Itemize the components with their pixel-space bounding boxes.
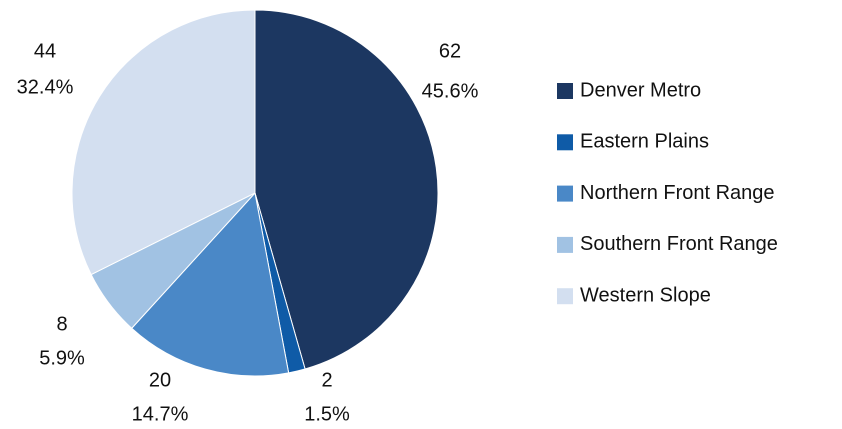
percentage-label: 45.6% [422, 80, 479, 102]
pie-slice [131, 191, 290, 377]
data-label: 44 [34, 40, 56, 62]
percentage-label: 14.7% [132, 403, 189, 425]
data-label: 2 [321, 369, 332, 391]
legend-swatch [557, 236, 573, 253]
pie-slice [254, 9, 439, 370]
legend-swatch [557, 134, 573, 151]
percentage-label: 1.5% [304, 403, 350, 425]
legend-label: Northern Front Range [580, 182, 775, 204]
pie-slice [71, 9, 256, 276]
legend-label: Denver Metro [580, 79, 701, 101]
legend-label: Western Slope [580, 284, 711, 306]
data-label: 8 [56, 313, 67, 335]
legend-swatch [557, 185, 573, 202]
data-label: 62 [439, 40, 461, 62]
legend-swatch [557, 288, 573, 305]
legend-swatch [557, 83, 573, 99]
legend-label: Eastern Plains [580, 131, 709, 153]
percentage-label: 5.9% [39, 347, 85, 369]
legend-label: Southern Front Range [580, 233, 778, 255]
data-label: 20 [149, 369, 171, 391]
percentage-label: 32.4% [17, 76, 74, 98]
